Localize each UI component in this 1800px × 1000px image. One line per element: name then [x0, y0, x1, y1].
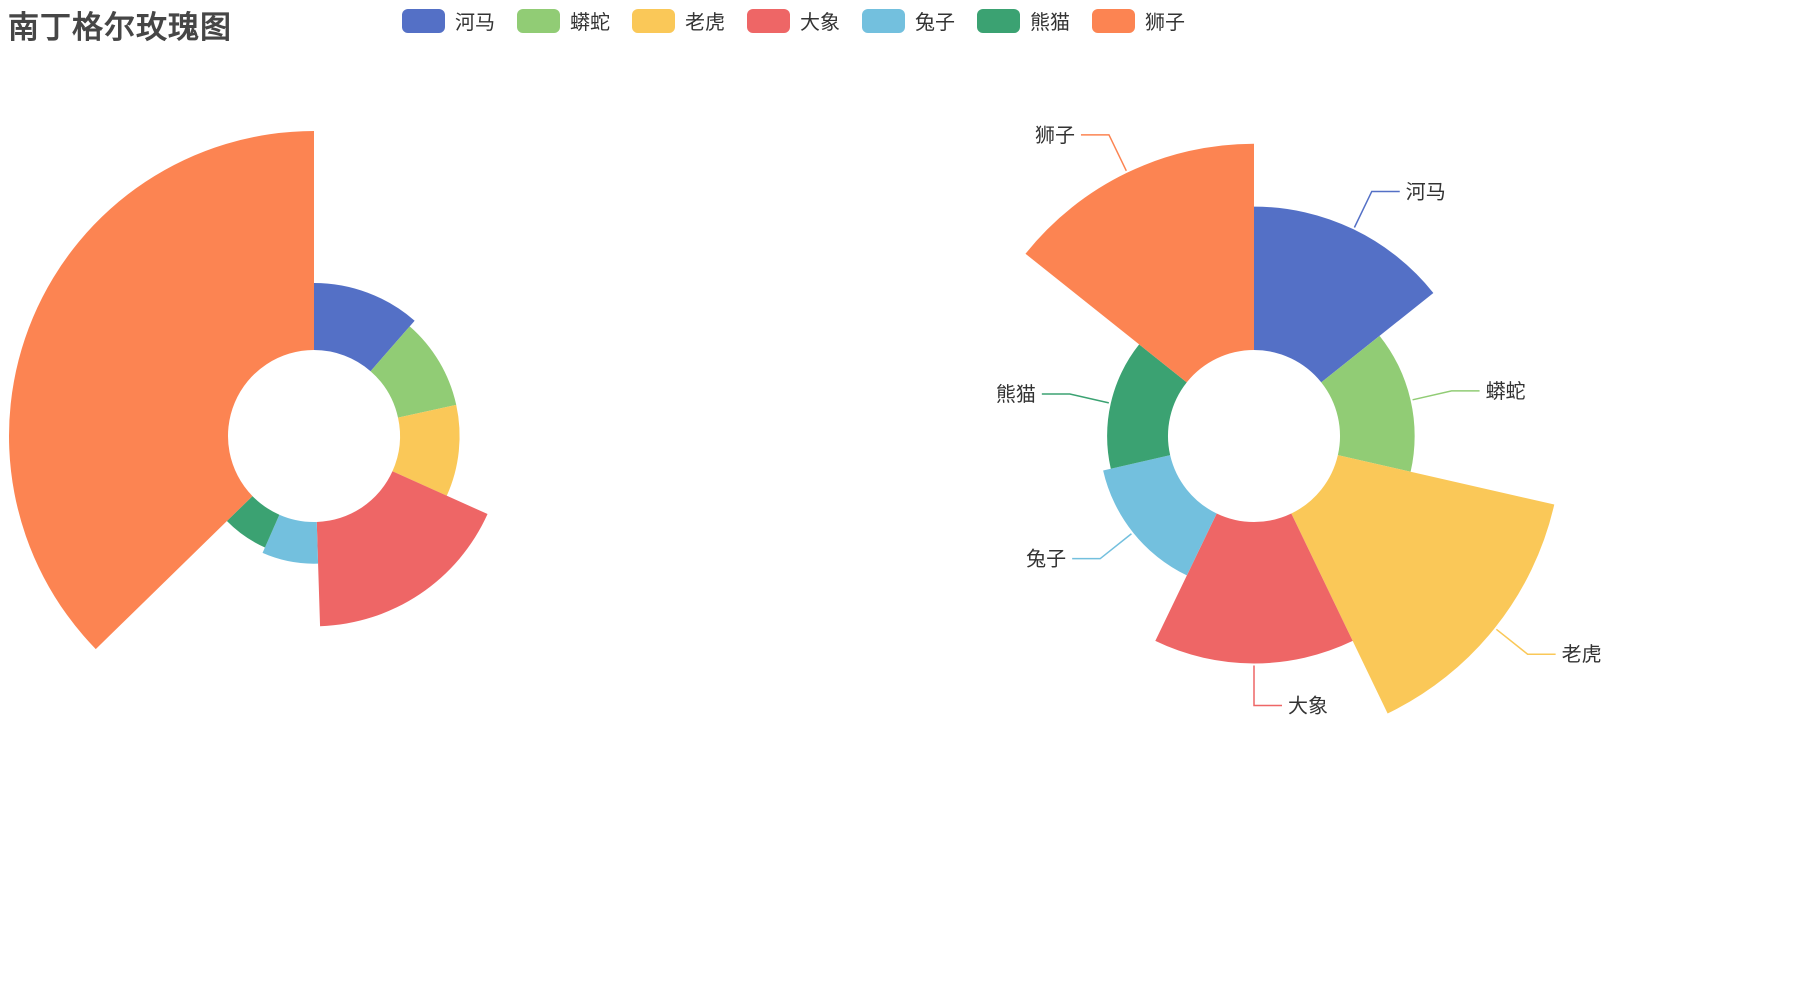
- label-line: [1080, 134, 1127, 172]
- legend-swatch: [862, 8, 905, 33]
- legend-label: 河马: [455, 10, 495, 34]
- legend-item-tiger[interactable]: 老虎: [632, 6, 725, 35]
- rose-sector[interactable]: [1254, 206, 1434, 383]
- legend-swatch: [977, 8, 1020, 33]
- label-line: [1041, 393, 1109, 404]
- legend-label: 蟒蛇: [570, 10, 610, 34]
- slice-label: 熊猫: [996, 382, 1036, 406]
- slice-label: 大象: [1288, 693, 1328, 717]
- rose-sector[interactable]: [314, 282, 415, 372]
- slice-label: 狮子: [1035, 123, 1075, 147]
- legend-label: 兔子: [915, 10, 955, 34]
- slice-label: 河马: [1406, 179, 1446, 203]
- rose-sector[interactable]: [1155, 513, 1353, 664]
- legend-swatch: [1092, 8, 1135, 33]
- label-line: [1412, 390, 1480, 401]
- legend-item-lion[interactable]: 狮子: [1092, 6, 1185, 35]
- label-line: [1353, 190, 1400, 228]
- rose-sector[interactable]: [9, 131, 314, 650]
- slice-label: 老虎: [1562, 642, 1602, 666]
- rose-sector[interactable]: [1107, 344, 1187, 469]
- rose-sector[interactable]: [226, 496, 280, 548]
- legend-label: 大象: [800, 10, 840, 34]
- legend: 河马 蟒蛇 老虎 大象 兔子 熊猫 狮子: [402, 6, 1207, 35]
- legend-swatch: [747, 8, 790, 33]
- chart-title: 南丁格尔玫瑰图: [8, 10, 232, 46]
- rose-sector[interactable]: [392, 404, 460, 496]
- label-line: [1072, 533, 1132, 560]
- label-line: [1495, 628, 1556, 655]
- legend-item-panda[interactable]: 熊猫: [977, 6, 1070, 35]
- rose-sector[interactable]: [370, 326, 457, 418]
- legend-label: 老虎: [685, 10, 725, 34]
- rose-sector[interactable]: [1321, 335, 1415, 472]
- legend-item-hippo[interactable]: 河马: [402, 6, 495, 35]
- rose-sector[interactable]: [316, 471, 488, 627]
- legend-swatch: [517, 8, 560, 33]
- rose-sector[interactable]: [1025, 143, 1254, 383]
- legend-item-rabbit[interactable]: 兔子: [862, 6, 955, 35]
- legend-label: 狮子: [1145, 10, 1185, 34]
- rose-sector[interactable]: [1103, 455, 1217, 576]
- legend-item-python[interactable]: 蟒蛇: [517, 6, 610, 35]
- rose-sector[interactable]: [262, 514, 319, 564]
- slice-label: 蟒蛇: [1486, 379, 1526, 403]
- slice-label: 兔子: [1026, 547, 1066, 571]
- label-line: [1253, 665, 1282, 707]
- legend-item-elephant[interactable]: 大象: [747, 6, 840, 35]
- legend-swatch: [402, 8, 445, 33]
- rose-chart-left: [9, 131, 488, 650]
- rose-sector[interactable]: [1291, 455, 1555, 714]
- legend-label: 熊猫: [1030, 10, 1070, 34]
- legend-swatch: [632, 8, 675, 33]
